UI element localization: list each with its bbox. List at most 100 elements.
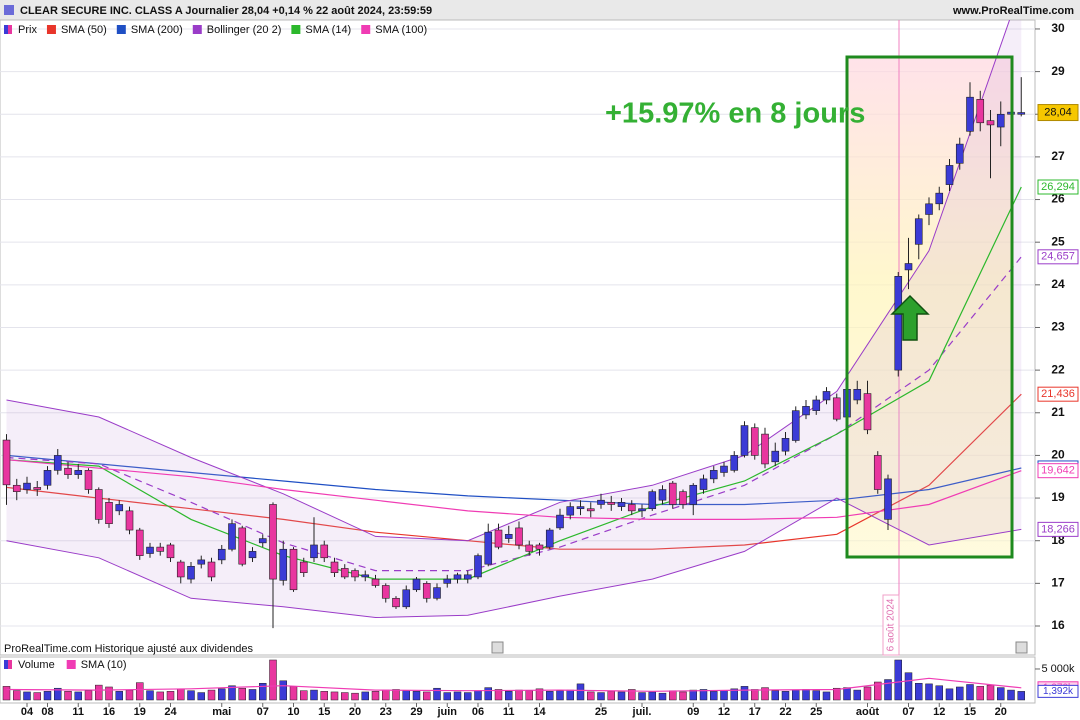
candle-body [945,165,954,185]
volume-bar [423,691,431,701]
volume-bar [617,691,626,701]
candle-body [720,465,728,473]
candle-body [586,508,595,512]
volume-bar [535,688,544,701]
candle-body [381,585,390,599]
candle-body [812,399,821,411]
icon [491,641,504,654]
volume-bar [433,687,441,701]
volume-bar [402,690,410,701]
x-tick-label: 15 [964,706,976,718]
x-tick-label: 15 [318,706,330,718]
volume-bar [320,691,328,701]
x-tick-label: juin [436,706,457,718]
candle-body [23,482,31,490]
candle-body [494,529,503,548]
volume-bar [494,689,503,701]
volume-bar [351,692,359,701]
volume-bar [597,692,605,701]
candle-body [443,578,452,584]
candle-body [935,192,944,205]
volume-bar [730,688,738,701]
candle-body [269,504,277,580]
volume-bar [33,692,41,701]
candle-body [238,527,247,565]
legend-swatch [46,25,56,34]
candle-body [351,570,359,578]
volume-bar [935,685,943,701]
x-tick-label: 09 [687,706,699,718]
volume-bar [515,689,523,701]
candle-body [402,589,411,608]
volume-bar [310,689,318,701]
volume-bar [658,692,667,701]
volume-bar [556,690,564,701]
volume-bar [84,690,93,701]
legend-label: SMA (200) [131,24,183,36]
y-tick-label: 16 [1051,618,1065,632]
value-box-label: 21,436 [1041,388,1075,400]
candle-body [556,514,564,529]
volume-bar [330,691,339,701]
volume-bar [689,689,697,701]
volume-bar [945,688,954,701]
volume-bar [894,659,902,701]
candle-body [515,527,523,546]
volume-bar [587,691,595,701]
volume-bar [238,687,246,701]
volume-bar [720,690,728,701]
legend-swatch [291,25,301,34]
volume-bar [679,691,687,701]
candle-body [422,583,431,599]
up-arrow [890,294,930,341]
legend-label: SMA (100) [375,24,427,36]
volume-bar [177,688,185,701]
value-box [1037,179,1079,195]
volume-bar [822,691,831,701]
volume-bar [884,679,892,701]
candle-body [658,489,667,501]
value-box-label: 1,392k [1043,686,1074,697]
legend-swatch [4,25,8,34]
candle-body [258,538,267,544]
volume-bar [474,690,482,701]
volume-bar [699,689,708,701]
candle-body [248,551,257,559]
price-box-label: 28,04 [1044,106,1072,118]
candle-body [884,478,892,520]
y-tick-label: 24 [1051,277,1065,291]
volume-bar [392,689,400,701]
volume-bar [976,686,984,701]
candle-body [84,470,93,490]
bollinger-middle [6,256,1022,572]
candle-body [115,504,124,512]
volume-bar [638,692,646,701]
y-tick-label: 22 [1051,362,1065,376]
candle-body [617,502,626,507]
candle-body [453,574,462,580]
value-box [1037,684,1079,698]
x-tick-label: 29 [410,706,422,718]
candle-body [135,529,144,556]
candle-body [699,478,708,490]
volume-bar [371,691,380,701]
volume-bar [997,687,1005,701]
candle-body [156,546,165,552]
candle-body [576,506,585,510]
candle-body [535,544,544,550]
candle-body [863,393,872,431]
value-box-label: 26,294 [1041,181,1075,193]
x-tick-label: 22 [779,706,791,718]
volume-bar [300,690,308,701]
volume-bar [13,690,21,701]
candle-body [43,470,52,486]
x-tick-label: 11 [72,706,84,718]
candle-body [822,391,831,401]
candle-body [750,427,759,456]
indicator-line [6,454,1022,506]
volume-bar [125,689,134,701]
event-label-box [882,594,900,656]
value-box-label: 24,657 [1041,251,1075,263]
